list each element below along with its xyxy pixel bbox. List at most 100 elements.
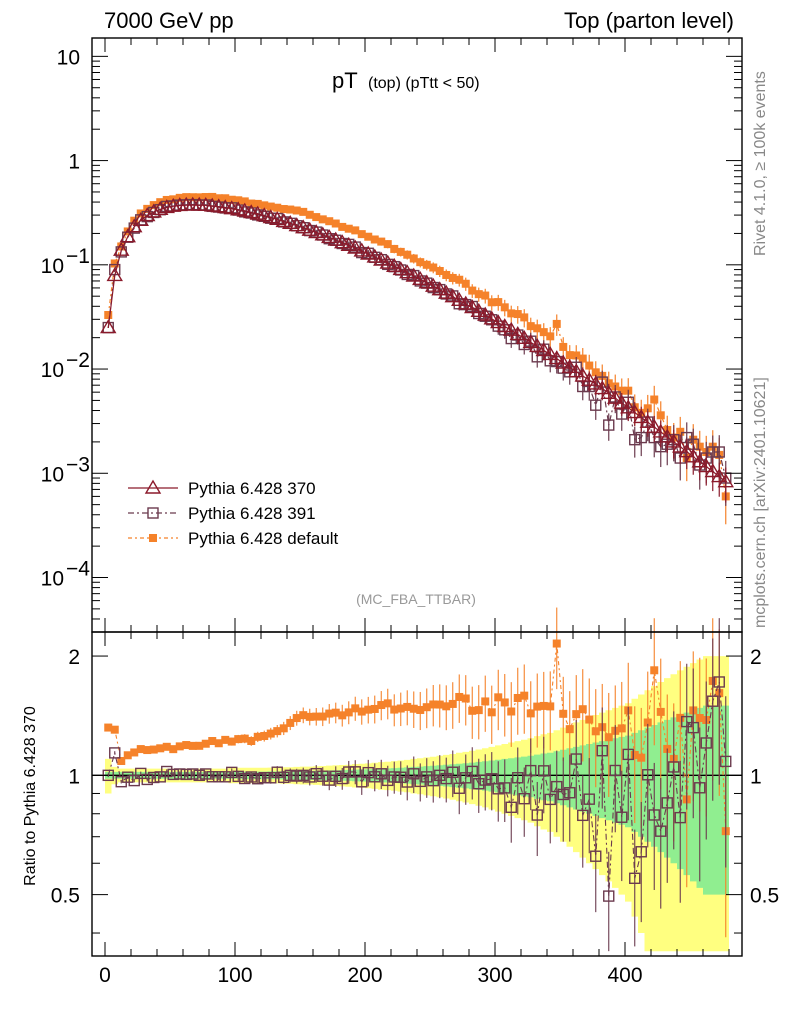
ratio-point-pdefault	[136, 745, 145, 754]
header-energy-label: 7000 GeV pp	[104, 8, 234, 33]
ratio-point-p391	[505, 801, 517, 813]
ratio-band-group	[105, 656, 729, 952]
ratio-point-pdefault	[630, 750, 639, 759]
main-point-p370	[503, 321, 520, 336]
main-point-p370	[509, 326, 526, 341]
ratio-point-p391	[161, 765, 173, 778]
main-point-p391	[635, 431, 647, 444]
main-point-pdefault	[604, 379, 613, 388]
main-point-p391	[590, 399, 602, 411]
ratio-point-pdefault	[572, 710, 581, 719]
ratio-point-p391	[473, 778, 485, 790]
ratio-point-p391	[180, 768, 192, 781]
main-point-p370	[379, 254, 396, 269]
main-point-p370	[366, 248, 383, 263]
main-point-p370	[418, 274, 435, 289]
ratio-point-p391	[128, 774, 140, 787]
main-point-pdefault	[383, 240, 392, 249]
main-point-p370	[314, 226, 331, 241]
main-line-pdefault	[107, 196, 727, 497]
ratio-point-p391	[720, 755, 732, 768]
ratio-point-pdefault	[637, 753, 646, 762]
ratio-point-pdefault	[123, 751, 132, 760]
ratio-point-p391	[206, 771, 218, 783]
ratio-point-p391	[291, 770, 303, 782]
ratio-point-p391	[694, 782, 706, 794]
ratio-point-pdefault	[318, 712, 327, 721]
main-point-p370	[327, 231, 344, 246]
main-point-pdefault	[377, 237, 386, 246]
ratio-point-pdefault	[162, 742, 171, 751]
ratio-point-p391	[713, 676, 725, 688]
ratio-point-pdefault	[442, 702, 451, 711]
main-point-p370	[353, 242, 370, 257]
main-point-pdefault	[695, 442, 704, 451]
main-point-p370	[717, 473, 734, 488]
ratio-point-p391	[635, 846, 647, 858]
main-point-p370	[308, 224, 325, 239]
ratio-point-p391	[174, 768, 186, 780]
main-y-tick-label: 10	[41, 463, 64, 486]
main-point-p370	[373, 251, 390, 266]
main-point-pdefault	[357, 230, 366, 239]
ratio-point-p391	[258, 771, 270, 784]
ratio-point-pdefault	[403, 702, 412, 711]
ratio-y-tick-label-right: 2	[750, 646, 762, 669]
main-point-pdefault	[650, 395, 659, 404]
ratio-point-pdefault	[546, 702, 555, 711]
legend-label-p391: Pythia 6.428 391	[188, 504, 316, 523]
ratio-point-pdefault	[500, 698, 509, 707]
main-point-pdefault	[539, 328, 548, 337]
main-point-pdefault	[266, 202, 275, 211]
ratio-point-p391	[135, 767, 147, 780]
ratio-point-pdefault	[273, 727, 282, 736]
ratio-point-p391	[460, 772, 472, 784]
ratio-y-tick-label: 1	[68, 765, 80, 788]
ratio-point-pdefault	[383, 699, 392, 708]
x-tick-label: 100	[217, 964, 252, 987]
main-point-pdefault	[247, 199, 256, 208]
ratio-point-p391	[330, 770, 342, 783]
main-point-p391	[603, 419, 615, 431]
ratio-point-p391	[193, 769, 205, 782]
ratio-point-pdefault	[182, 741, 191, 750]
ratio-point-p391	[447, 766, 459, 778]
main-point-p370	[158, 199, 175, 214]
analysis-tag: (MC_FBA_TTBAR)	[356, 591, 476, 607]
main-point-p370	[568, 363, 585, 378]
ratio-point-p391	[570, 753, 582, 765]
ratio-point-pdefault	[474, 706, 483, 715]
main-point-p370	[581, 371, 598, 386]
ratio-point-pdefault	[429, 700, 438, 709]
main-point-pdefault	[234, 196, 243, 205]
main-point-p370	[431, 281, 448, 296]
ratio-point-pdefault	[175, 742, 184, 751]
ratio-point-pdefault	[143, 746, 152, 755]
ratio-point-p391	[466, 765, 478, 778]
main-point-p370	[340, 236, 357, 251]
ratio-point-p391	[486, 773, 498, 785]
plot-title-sub: (top) (pTtt < 50)	[368, 75, 480, 92]
legend-label-pdefault: Pythia 6.428 default	[188, 529, 339, 548]
main-line-p391	[107, 203, 727, 479]
main-point-p370	[691, 453, 708, 468]
ratio-point-pdefault	[266, 729, 275, 738]
main-point-p370	[483, 310, 500, 325]
main-point-pdefault	[338, 222, 347, 231]
main-point-p370	[438, 284, 455, 299]
ratio-point-pdefault	[188, 741, 197, 750]
main-point-pdefault	[253, 199, 262, 208]
ratio-point-pdefault	[292, 714, 301, 723]
ratio-point-pdefault	[312, 712, 321, 721]
ratio-point-p391	[648, 809, 660, 821]
main-point-p370	[132, 211, 149, 227]
ratio-point-p391	[642, 769, 654, 781]
ratio-point-pdefault	[578, 705, 587, 714]
main-point-pdefault	[292, 206, 301, 215]
ratio-y-tick-label: 2	[68, 646, 80, 669]
ratio-point-pdefault	[643, 718, 652, 727]
ratio-clip-bottom	[92, 956, 742, 960]
main-point-pdefault	[331, 219, 340, 228]
ratio-point-p391	[297, 769, 309, 782]
main-point-pdefault	[351, 226, 360, 235]
